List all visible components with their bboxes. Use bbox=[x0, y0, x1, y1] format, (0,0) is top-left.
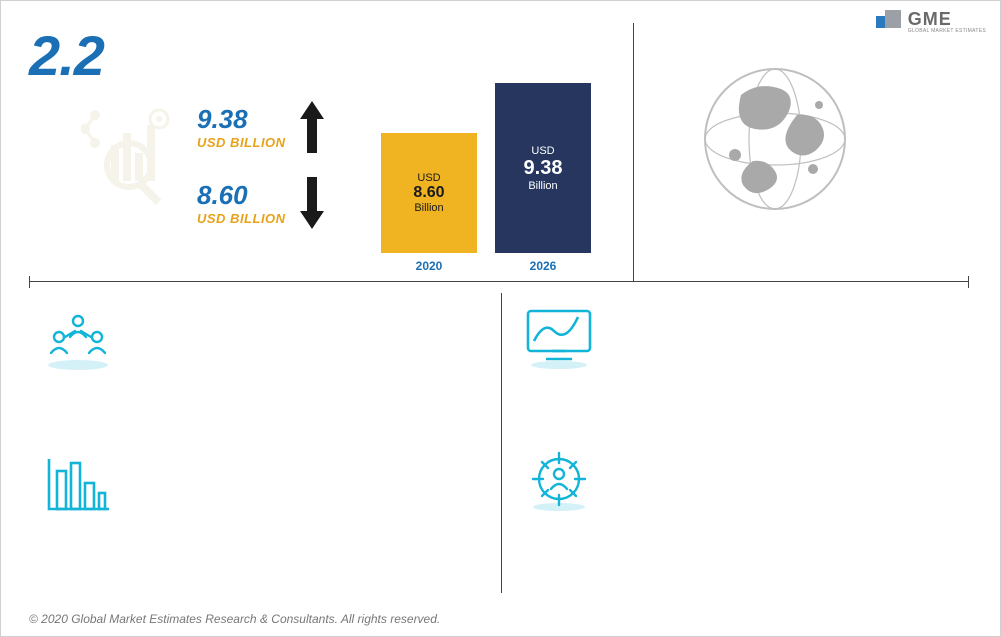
bar-2020-rect: USD 8.60 Billion bbox=[381, 133, 477, 253]
bar-2026-unit: Billion bbox=[528, 180, 557, 202]
stat-high-unit: USD BILLION bbox=[197, 135, 286, 150]
hero-percentage: 2.2 bbox=[29, 23, 104, 88]
bar-2020-currency: USD bbox=[417, 162, 440, 184]
logo-cube-icon bbox=[876, 10, 904, 34]
bar-2026-currency: USD bbox=[531, 135, 554, 157]
monitor-chart-icon bbox=[522, 307, 596, 371]
stat-block: 9.38 USD BILLION 8.60 USD BILLION bbox=[197, 101, 367, 253]
stat-high: 9.38 USD BILLION bbox=[197, 101, 367, 153]
bar-2020: USD 8.60 Billion 2020 bbox=[381, 133, 477, 253]
target-user-icon bbox=[522, 449, 596, 513]
divider-vertical-bottom bbox=[501, 293, 502, 593]
brand-logo: GME GLOBAL MARKET ESTIMATES bbox=[876, 9, 986, 34]
bar-chart-icon bbox=[41, 453, 115, 517]
bar-2020-unit: Billion bbox=[414, 202, 443, 224]
bar-2026-value: 9.38 bbox=[524, 157, 563, 180]
stat-low-value: 8.60 bbox=[197, 180, 286, 211]
divider-vertical-top bbox=[633, 23, 634, 281]
bar-2026-rect: USD 9.38 Billion bbox=[495, 83, 591, 253]
logo-text: GME bbox=[908, 9, 986, 30]
people-icon bbox=[41, 311, 115, 375]
copyright-footer: © 2020 Global Market Estimates Research … bbox=[29, 612, 440, 626]
analytics-icon bbox=[81, 107, 173, 211]
bar-2020-value: 8.60 bbox=[413, 184, 444, 202]
stat-low-unit: USD BILLION bbox=[197, 211, 286, 226]
arrow-down-icon bbox=[300, 177, 324, 229]
bar-2026: USD 9.38 Billion 2026 bbox=[495, 83, 591, 253]
bar-chart: USD 8.60 Billion 2020 USD 9.38 Billion 2… bbox=[381, 85, 611, 275]
globe-icon bbox=[701, 65, 849, 213]
logo-tagline: GLOBAL MARKET ESTIMATES bbox=[908, 28, 986, 34]
arrow-up-icon bbox=[300, 101, 324, 153]
bar-2026-year: 2026 bbox=[495, 259, 591, 273]
bar-2020-year: 2020 bbox=[381, 259, 477, 273]
stat-high-value: 9.38 bbox=[197, 104, 286, 135]
stat-low: 8.60 USD BILLION bbox=[197, 177, 367, 229]
divider-horizontal bbox=[29, 281, 969, 293]
